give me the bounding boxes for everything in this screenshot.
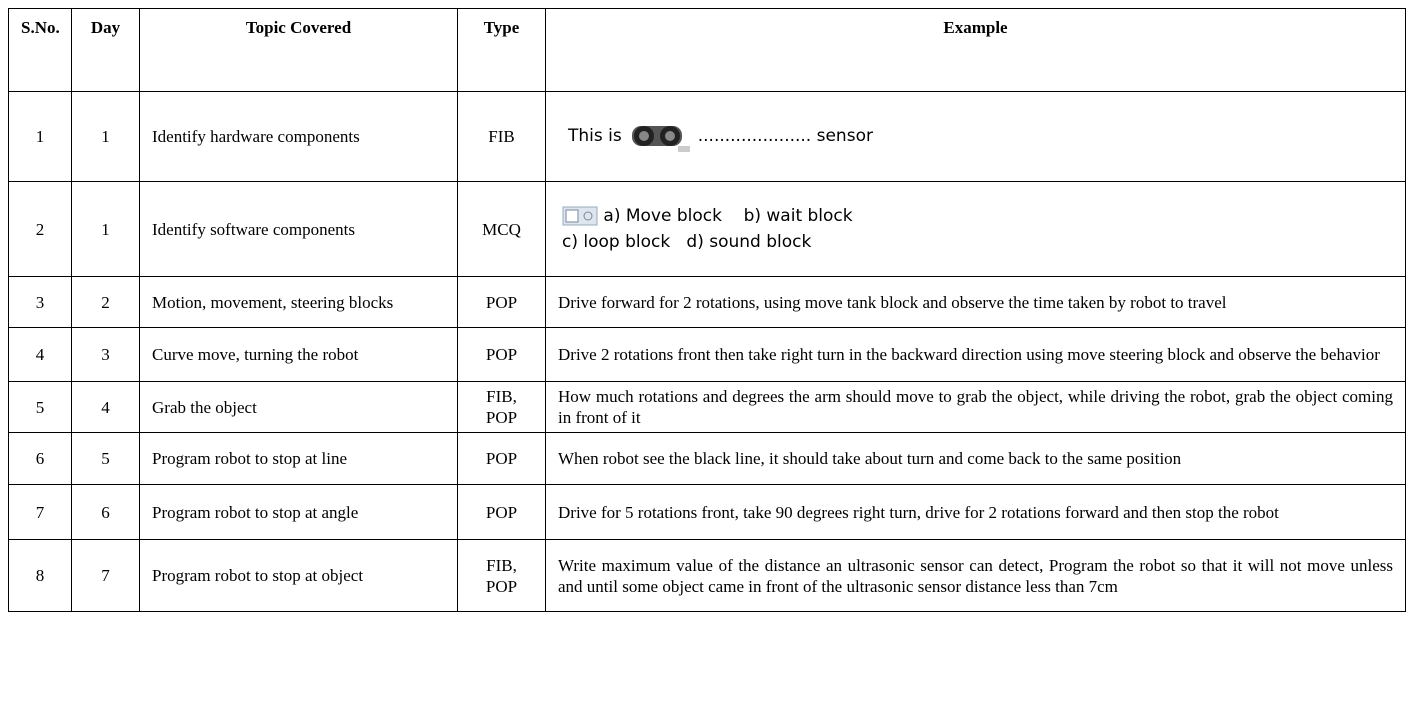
cell: POP bbox=[457, 484, 546, 540]
table-row: 4 3 Curve move, turning the robot POP Drive … bbox=[8, 327, 1406, 382]
header-cell: Example bbox=[545, 8, 1406, 92]
table-row: 1 1 Identify hardware components FIB This is… bbox=[8, 91, 1406, 182]
example-text: ..................... sensor bbox=[697, 126, 873, 146]
cell: 1 bbox=[8, 91, 72, 182]
cell: FIB bbox=[457, 91, 546, 182]
cell: 8 bbox=[8, 539, 72, 612]
cell: 6 bbox=[8, 432, 72, 485]
cell: 3 bbox=[71, 327, 140, 382]
cell: Identify software components bbox=[139, 181, 458, 277]
cell: Program robot to stop at object bbox=[139, 539, 458, 612]
cell: When robot see the black line, it should… bbox=[545, 432, 1406, 485]
example-cell: This is ..................... sensor bbox=[545, 91, 1406, 182]
cell: FIB, POP bbox=[457, 539, 546, 612]
cell: Grab the object bbox=[139, 381, 458, 433]
topics-table: S.No. Day Topic Covered Type Example 1 1 Ident… bbox=[8, 8, 1406, 612]
cell: Drive for 5 rotations front, take 90 deg… bbox=[545, 484, 1406, 540]
header-cell: Day bbox=[71, 8, 140, 92]
cell: Write maximum value of the distance an u… bbox=[545, 539, 1406, 612]
header-row: S.No. Day Topic Covered Type Example bbox=[8, 8, 1406, 92]
cell: 2 bbox=[71, 276, 140, 328]
sensor-image bbox=[631, 125, 690, 152]
cell: POP bbox=[457, 276, 546, 328]
cell: Program robot to stop at line bbox=[139, 432, 458, 485]
header-cell: S.No. bbox=[8, 8, 72, 92]
cell: MCQ bbox=[457, 181, 546, 277]
cell: Drive 2 rotations front then take right … bbox=[545, 327, 1406, 382]
block-icon bbox=[562, 206, 598, 226]
cell: Program robot to stop at angle bbox=[139, 484, 458, 540]
table-row: 8 7 Program robot to stop at object FIB, PO… bbox=[8, 539, 1406, 612]
example-line: c) loop block d) sound block bbox=[562, 229, 1393, 255]
cell: FIB, POP bbox=[457, 381, 546, 433]
cell: 1 bbox=[71, 181, 140, 277]
cell: 6 bbox=[71, 484, 140, 540]
table-row: 6 5 Program robot to stop at line POP When r… bbox=[8, 432, 1406, 485]
example-cell: a) Move block b) wait block c) loop block… bbox=[545, 181, 1406, 277]
table-body: 1 1 Identify hardware components FIB This is… bbox=[8, 91, 1406, 612]
example-line: a) Move block b) wait block bbox=[562, 203, 1393, 229]
header-cell: Type bbox=[457, 8, 546, 92]
cell: 5 bbox=[8, 381, 72, 433]
cell: 2 bbox=[8, 181, 72, 277]
cell: 5 bbox=[71, 432, 140, 485]
example-text: a) Move block b) wait block bbox=[603, 206, 853, 226]
cell: POP bbox=[457, 432, 546, 485]
cell: 7 bbox=[71, 539, 140, 612]
cell: 1 bbox=[71, 91, 140, 182]
cell: Drive forward for 2 rotations, using mov… bbox=[545, 276, 1406, 328]
example-image: This is ..................... sensor bbox=[558, 120, 1393, 154]
cell: How much rotations and degrees the arm s… bbox=[545, 381, 1406, 433]
table-row: 3 2 Motion, movement, steering blocks POP Dr… bbox=[8, 276, 1406, 328]
table-row: 5 4 Grab the object FIB, POP How much rotati… bbox=[8, 381, 1406, 433]
example-text: This is bbox=[568, 126, 622, 146]
cell: 7 bbox=[8, 484, 72, 540]
cell: 4 bbox=[8, 327, 72, 382]
table-row: 2 1 Identify software components MCQ a) Mov… bbox=[8, 181, 1406, 277]
cell: 4 bbox=[71, 381, 140, 433]
header-cell: Topic Covered bbox=[139, 8, 458, 92]
cell: 3 bbox=[8, 276, 72, 328]
example-text: c) loop block d) sound block bbox=[562, 232, 812, 252]
cell: POP bbox=[457, 327, 546, 382]
cell: Motion, movement, steering blocks bbox=[139, 276, 458, 328]
example-image: a) Move block b) wait block c) loop block… bbox=[558, 203, 1393, 255]
cell: Identify hardware components bbox=[139, 91, 458, 182]
cell: Curve move, turning the robot bbox=[139, 327, 458, 382]
table-row: 7 6 Program robot to stop at angle POP Drive… bbox=[8, 484, 1406, 540]
